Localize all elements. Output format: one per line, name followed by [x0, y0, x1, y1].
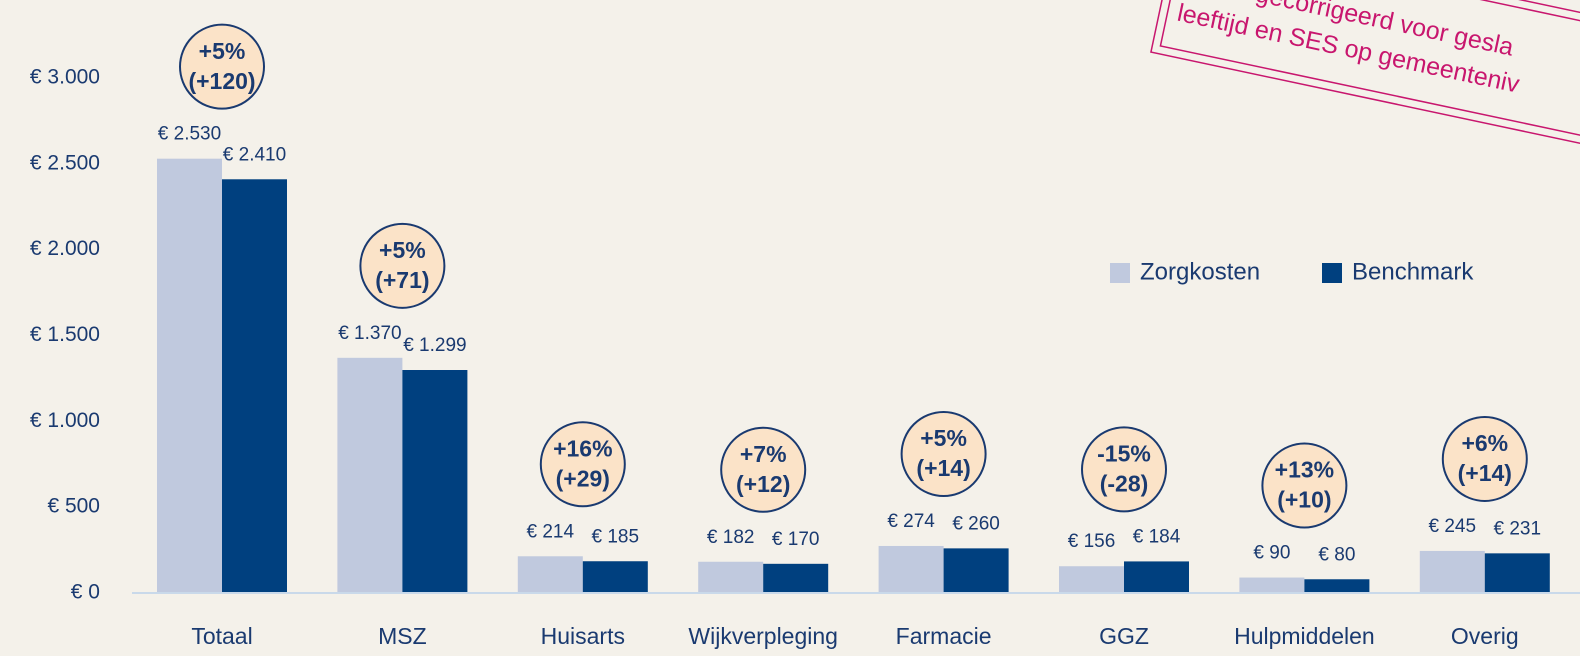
- value-label: € 170: [772, 529, 820, 550]
- bar: [1419, 550, 1485, 593]
- bar: [1059, 566, 1124, 593]
- annotation-circle: [359, 222, 446, 309]
- y-tick-label: € 1.500: [30, 323, 100, 346]
- annotation-circle: [720, 426, 807, 513]
- annotation: +6%: [1461, 430, 1508, 456]
- bar: [222, 179, 287, 594]
- annotation: +5%: [379, 237, 426, 263]
- legend-label: Benchmark: [1352, 258, 1474, 285]
- y-tick-label: € 2.500: [30, 151, 100, 174]
- stamp-frame: [1159, 0, 1580, 145]
- x-tick-label: Hulpmiddelen: [1234, 623, 1375, 649]
- x-tick-label: Overig: [1451, 623, 1519, 649]
- annotation-circle: [1081, 426, 1167, 513]
- bar: [1484, 553, 1550, 593]
- annotation-circle: [539, 421, 626, 508]
- value-label: € 182: [707, 527, 755, 548]
- annotation: (+120): [188, 68, 255, 94]
- value-label: € 245: [1429, 516, 1477, 537]
- y-tick-label: € 1.000: [30, 409, 100, 432]
- annotation: (+12): [736, 471, 790, 497]
- annotation: -15%: [1097, 440, 1151, 466]
- legend-label: Zorgkosten: [1140, 258, 1260, 285]
- stamp: icen gecorrigeerd voor gesla leeftijd en…: [1150, 0, 1580, 151]
- y-tick-label: € 500: [47, 495, 100, 518]
- value-label: € 156: [1068, 531, 1116, 552]
- x-tick-label: GGZ: [1099, 623, 1149, 649]
- bar: [763, 563, 829, 593]
- annotation: +13%: [1275, 457, 1334, 483]
- value-label: € 260: [952, 513, 1000, 534]
- value-label: € 2.410: [223, 144, 286, 165]
- value-label: € 185: [592, 526, 640, 547]
- annotation: (-28): [1100, 470, 1149, 496]
- x-tick-label: Totaal: [191, 623, 252, 649]
- bar: [943, 548, 1009, 593]
- bar: [517, 556, 583, 593]
- x-tick-label: Farmacie: [896, 623, 992, 649]
- value-label: € 184: [1133, 526, 1181, 547]
- annotation: (+10): [1277, 487, 1331, 513]
- bar: [157, 158, 222, 593]
- value-label: € 90: [1253, 543, 1290, 564]
- annotation-circle: [1261, 442, 1348, 529]
- y-tick-label: € 3.000: [30, 66, 100, 89]
- y-tick-label: € 2.000: [30, 237, 100, 260]
- bar: [698, 561, 764, 593]
- value-label: € 274: [887, 511, 935, 532]
- x-tick-label: Huisarts: [541, 623, 625, 649]
- annotation-circle: [900, 410, 987, 497]
- legend-swatch: [1110, 263, 1130, 283]
- annotation: +16%: [553, 435, 612, 461]
- annotation: (+14): [1458, 460, 1512, 486]
- x-tick-label: Wijkverpleging: [688, 623, 838, 649]
- annotation-circle: [179, 23, 265, 110]
- legend-swatch: [1322, 263, 1342, 283]
- annotation: (+14): [916, 455, 970, 481]
- annotation: (+29): [556, 465, 610, 491]
- annotation: (+71): [375, 267, 429, 293]
- x-tick-label: MSZ: [378, 623, 427, 649]
- stamp-frame: [1150, 0, 1580, 151]
- bar: [337, 357, 403, 593]
- value-label: € 2.530: [158, 124, 221, 145]
- bar: [1239, 577, 1305, 593]
- bar: [1304, 579, 1370, 593]
- y-tick-label: € 0: [71, 581, 100, 604]
- annotation: +5%: [199, 38, 246, 64]
- bar: [878, 545, 944, 593]
- annotation-circle: [1441, 415, 1528, 502]
- value-label: € 80: [1318, 544, 1355, 565]
- annotation: +5%: [920, 425, 967, 451]
- annotation: +7%: [740, 441, 787, 467]
- value-label: € 231: [1494, 518, 1542, 539]
- value-label: € 1.370: [338, 323, 401, 344]
- value-label: € 1.299: [403, 335, 466, 356]
- value-label: € 214: [527, 521, 575, 542]
- bar: [582, 561, 648, 593]
- bar: [1124, 561, 1189, 593]
- bar: [402, 370, 468, 593]
